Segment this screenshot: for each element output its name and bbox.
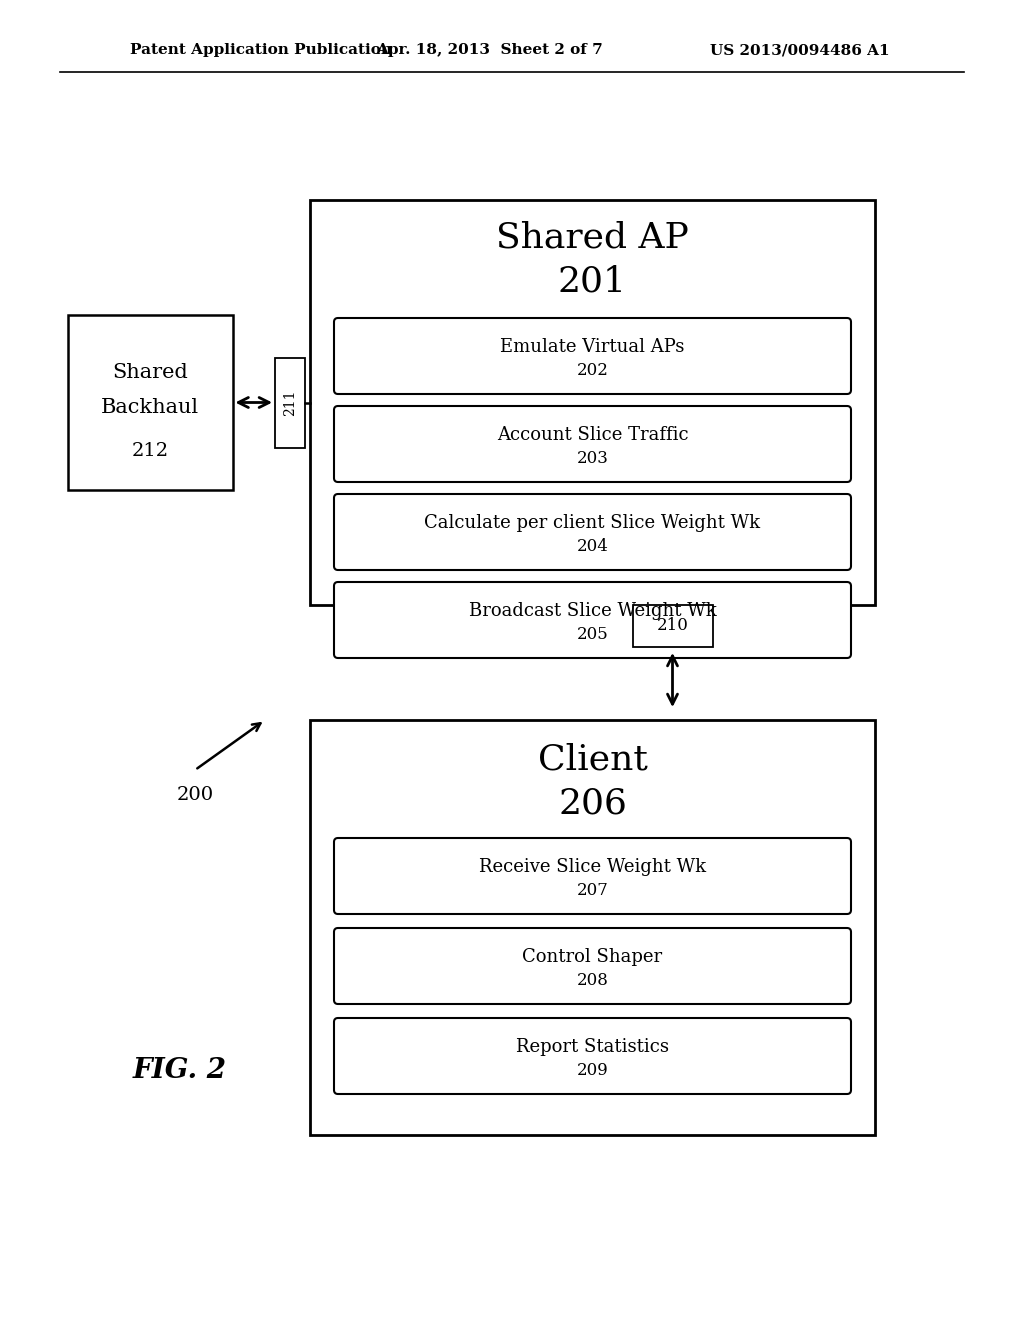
Text: 201: 201 [558,265,627,300]
Text: Report Statistics: Report Statistics [516,1038,669,1056]
Text: Patent Application Publication: Patent Application Publication [130,44,392,57]
Text: 200: 200 [176,785,214,804]
FancyBboxPatch shape [334,407,851,482]
Text: US 2013/0094486 A1: US 2013/0094486 A1 [711,44,890,57]
Bar [633,605,713,647]
Text: 203: 203 [577,450,608,467]
Text: 212: 212 [131,441,169,459]
Text: 206: 206 [558,787,627,821]
Text: Receive Slice Weight Wk: Receive Slice Weight Wk [479,858,707,876]
Bar [68,315,232,490]
FancyBboxPatch shape [334,582,851,657]
Text: 208: 208 [577,973,608,990]
Text: 210: 210 [656,618,688,635]
Text: Account Slice Traffic: Account Slice Traffic [497,426,688,444]
Text: 204: 204 [577,539,608,556]
Text: Client: Client [538,743,647,777]
FancyBboxPatch shape [334,928,851,1005]
Text: 202: 202 [577,363,608,379]
Text: 211: 211 [283,389,297,416]
Text: Calculate per client Slice Weight Wk: Calculate per client Slice Weight Wk [424,515,761,532]
Text: Emulate Virtual APs: Emulate Virtual APs [501,338,685,356]
FancyBboxPatch shape [334,318,851,393]
Bar [275,358,305,447]
Text: FIG. 2: FIG. 2 [133,1056,227,1084]
Text: Broadcast Slice Weight Wk: Broadcast Slice Weight Wk [469,602,717,620]
Text: Shared AP: Shared AP [496,220,689,255]
FancyBboxPatch shape [334,494,851,570]
Text: Backhaul: Backhaul [101,399,199,417]
Text: Shared: Shared [112,363,187,381]
Bar [310,201,874,605]
FancyBboxPatch shape [334,1018,851,1094]
Text: 209: 209 [577,1063,608,1080]
Text: 207: 207 [577,883,608,899]
Bar [310,719,874,1135]
Text: Apr. 18, 2013  Sheet 2 of 7: Apr. 18, 2013 Sheet 2 of 7 [377,44,603,57]
Text: Control Shaper: Control Shaper [522,948,663,966]
FancyBboxPatch shape [334,838,851,913]
Text: 205: 205 [577,627,608,643]
